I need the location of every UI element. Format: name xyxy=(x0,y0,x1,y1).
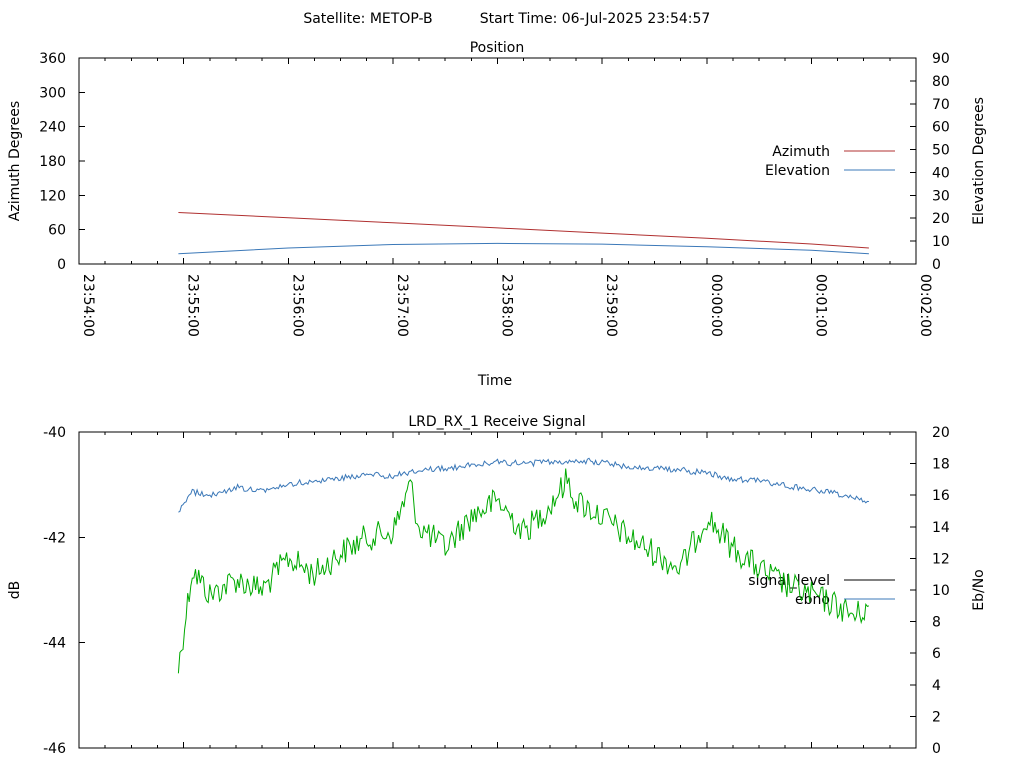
chart1-y2tick-label: 20 xyxy=(932,211,950,227)
chart1-y2tick-label: 70 xyxy=(932,97,950,113)
chart1-xtick-label: 00:01:00 xyxy=(812,274,828,337)
chart1-ytick-label: 300 xyxy=(39,85,66,101)
chart1-ytick-label: 360 xyxy=(39,51,66,67)
chart1-y2tick-label: 30 xyxy=(932,188,950,204)
chart2-y2tick-label: 18 xyxy=(932,457,950,473)
chart1-xlabel: Time xyxy=(477,373,512,389)
chart2-y2tick-label: 2 xyxy=(932,709,941,725)
header-start-time: Start Time: 06-Jul-2025 23:54:57 xyxy=(480,11,711,27)
chart2-series-ebno xyxy=(178,457,869,513)
chart2-y2tick-label: 8 xyxy=(932,615,941,631)
chart1-series-Azimuth xyxy=(178,212,869,249)
chart1-legend-label-1: Elevation xyxy=(765,163,830,179)
chart1-y2tick-label: 50 xyxy=(932,143,950,159)
chart1-xtick-label: 23:55:00 xyxy=(185,274,201,337)
chart1-y2tick-label: 10 xyxy=(932,234,950,250)
chart1-y2tick-label: 90 xyxy=(932,51,950,67)
chart2-y2tick-label: 0 xyxy=(932,741,941,757)
chart1-ytick-label: 0 xyxy=(57,257,66,273)
chart1-ytick-label: 120 xyxy=(39,188,66,204)
chart1-series-Elevation xyxy=(178,242,869,255)
chart2-ylabel: dB xyxy=(7,581,23,600)
chart-marks: 23:54:00 23:55:00 23:56:00 23:57:00 23:58:00… xyxy=(39,51,950,757)
chart1-xtick-label: 23:59:00 xyxy=(603,274,619,337)
chart1-plot-frame xyxy=(78,57,917,265)
chart2-ytick-label: -46 xyxy=(43,741,66,757)
chart2-ytick-label: -42 xyxy=(43,530,66,546)
chart2-ytick-label: -44 xyxy=(43,636,66,652)
chart2-y2tick-label: 14 xyxy=(932,520,950,536)
chart2-y2tick-label: 10 xyxy=(932,583,950,599)
chart1-y2tick-label: 60 xyxy=(932,120,950,136)
chart1-ytick-label: 240 xyxy=(39,120,66,136)
chart2-y2tick-label: 12 xyxy=(932,551,950,567)
chart2-title: LRD_RX_1 Receive Signal xyxy=(408,414,585,430)
header-satellite: Satellite: METOP-B xyxy=(303,11,432,27)
chart2-y2tick-label: 4 xyxy=(932,678,941,694)
chart1-y2label: Elevation Degrees xyxy=(971,97,987,225)
chart1-ytick-label: 60 xyxy=(48,223,66,239)
chart1-xtick-label: 23:54:00 xyxy=(80,274,96,337)
chart2-y2label: Eb/No xyxy=(971,569,987,611)
chart1-xtick-label: 00:02:00 xyxy=(917,274,933,337)
chart1-ylabel: Azimuth Degrees xyxy=(7,101,23,221)
chart2-y2tick-label: 6 xyxy=(932,646,941,662)
chart1-title: Position xyxy=(470,40,525,56)
chart2-series-signal_level xyxy=(177,468,870,674)
chart1-xtick-label: 23:58:00 xyxy=(499,274,515,337)
chart2-ytick-label: -40 xyxy=(43,425,66,441)
chart1-xtick-label: 23:57:00 xyxy=(394,274,410,337)
chart2-y2tick-label: 16 xyxy=(932,488,950,504)
chart1-xtick-label: 00:00:00 xyxy=(708,274,724,337)
chart1-y2tick-label: 40 xyxy=(932,165,950,181)
chart1-y2tick-label: 0 xyxy=(932,257,941,273)
chart1-xtick-label: 23:56:00 xyxy=(289,274,305,337)
chart2-legend-label-1: ebno xyxy=(795,592,830,608)
chart1-y2tick-label: 80 xyxy=(932,74,950,90)
chart1-ytick-label: 180 xyxy=(39,154,66,170)
chart1-legend-label-0: Azimuth xyxy=(772,144,830,160)
chart2-y2tick-label: 20 xyxy=(932,425,950,441)
